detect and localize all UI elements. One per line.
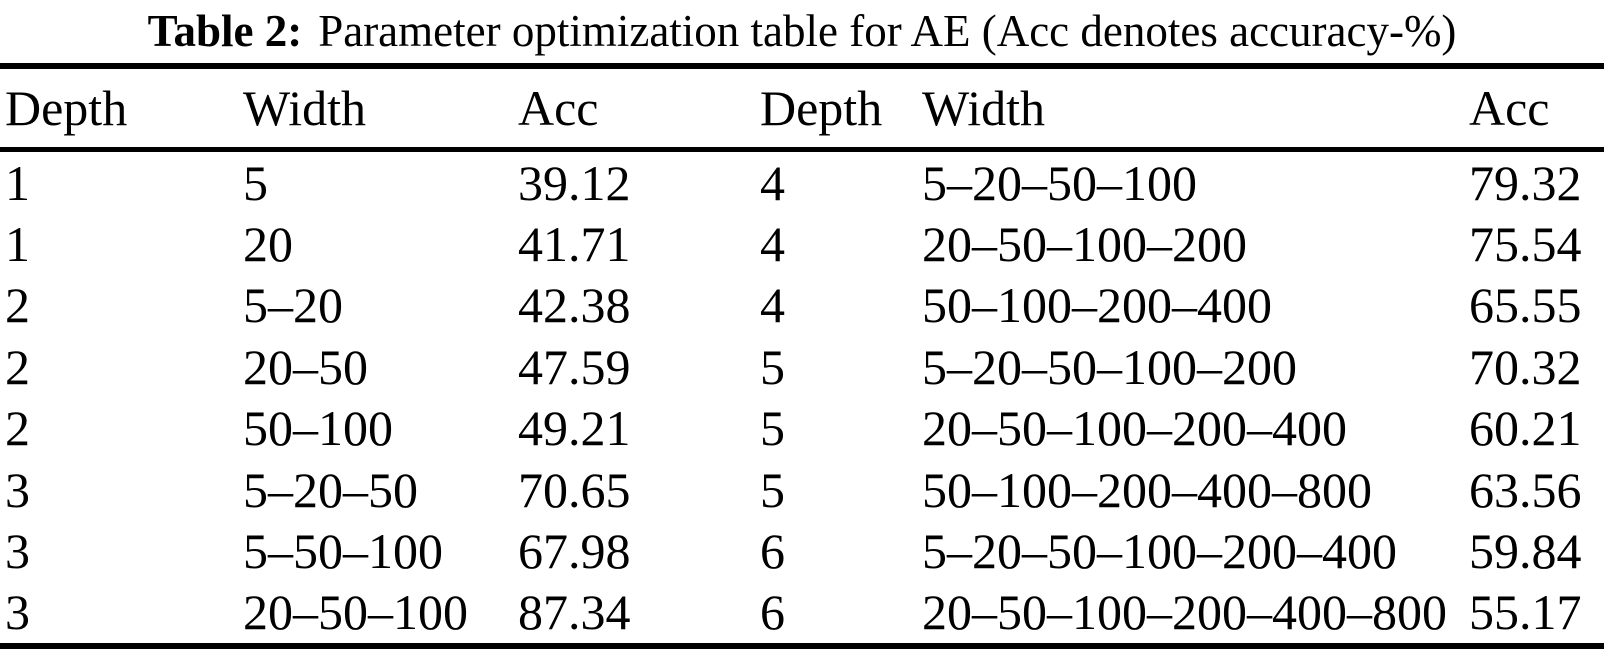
header-acc-right: Acc <box>1469 80 1550 136</box>
table-header-row: Depth Width Acc Depth Width Acc <box>0 69 1604 147</box>
depth-cell: 4 <box>760 154 785 211</box>
acc-cell: 55.17 <box>1469 584 1582 641</box>
width-cell: 50–100–200–400–800 <box>922 461 1372 518</box>
width-cell: 5–20–50–100–200–400 <box>922 522 1397 579</box>
width-cell: 5–20–50–100–200 <box>922 338 1297 395</box>
depth-cell: 1 <box>5 154 30 211</box>
table-row: 3 20–50–100 87.34 6 20–50–100–200–400–800 55.… <box>0 582 1604 643</box>
table-top-rule <box>0 63 1604 69</box>
acc-cell: 49.21 <box>518 400 631 457</box>
header-width-right: Width <box>922 80 1045 136</box>
acc-cell: 59.84 <box>1469 522 1582 579</box>
depth-cell: 5 <box>760 461 785 518</box>
acc-cell: 67.98 <box>518 522 631 579</box>
acc-cell: 63.56 <box>1469 461 1582 518</box>
table-body: 1 5 39.12 4 5–20–50–100 79.32 1 20 41.71 4 20–50–1… <box>0 152 1604 643</box>
depth-cell: 3 <box>5 461 30 518</box>
table-bottom-rule <box>0 643 1604 649</box>
acc-cell: 87.34 <box>518 584 631 641</box>
width-cell: 5–20–50–100 <box>922 154 1197 211</box>
width-cell: 5–50–100 <box>243 522 443 579</box>
acc-cell: 47.59 <box>518 338 631 395</box>
width-cell: 20–50–100 <box>243 584 468 641</box>
width-cell: 20–50–100–200 <box>922 216 1247 273</box>
acc-cell: 75.54 <box>1469 216 1582 273</box>
depth-cell: 6 <box>760 584 785 641</box>
depth-cell: 1 <box>5 216 30 273</box>
acc-cell: 70.32 <box>1469 338 1582 395</box>
depth-cell: 4 <box>760 216 785 273</box>
table-row: 2 5–20 42.38 4 50–100–200–400 65.55 <box>0 275 1604 336</box>
depth-cell: 5 <box>760 400 785 457</box>
acc-cell: 60.21 <box>1469 400 1582 457</box>
table-header-rule <box>0 147 1604 152</box>
table-row: 2 50–100 49.21 5 20–50–100–200–400 60.21 <box>0 398 1604 459</box>
width-cell: 5–20 <box>243 277 343 334</box>
table-caption-text: Parameter optimization table for AE (Acc… <box>318 6 1457 56</box>
header-width-left: Width <box>243 80 366 136</box>
acc-cell: 39.12 <box>518 154 631 211</box>
table-caption: Table 2: Parameter optimization table fo… <box>0 0 1604 62</box>
header-depth-right: Depth <box>760 80 883 136</box>
depth-cell: 3 <box>5 522 30 579</box>
table-row: 1 20 41.71 4 20–50–100–200 75.54 <box>0 213 1604 274</box>
width-cell: 5 <box>243 154 268 211</box>
width-cell: 5–20–50 <box>243 461 418 518</box>
header-acc-left: Acc <box>518 80 599 136</box>
table-row: 3 5–20–50 70.65 5 50–100–200–400–800 63.56 <box>0 459 1604 520</box>
header-depth-left: Depth <box>5 80 128 136</box>
width-cell: 50–100–200–400 <box>922 277 1272 334</box>
width-cell: 20–50–100–200–400 <box>922 400 1347 457</box>
depth-cell: 2 <box>5 277 30 334</box>
depth-cell: 4 <box>760 277 785 334</box>
depth-cell: 3 <box>5 584 30 641</box>
width-cell: 20–50 <box>243 338 368 395</box>
acc-cell: 79.32 <box>1469 154 1582 211</box>
table-row: 2 20–50 47.59 5 5–20–50–100–200 70.32 <box>0 336 1604 397</box>
acc-cell: 70.65 <box>518 461 631 518</box>
acc-cell: 42.38 <box>518 277 631 334</box>
depth-cell: 6 <box>760 522 785 579</box>
table-row: 3 5–50–100 67.98 6 5–20–50–100–200–400 59.84 <box>0 520 1604 581</box>
acc-cell: 41.71 <box>518 216 631 273</box>
table-row: 1 5 39.12 4 5–20–50–100 79.32 <box>0 152 1604 213</box>
table-caption-label: Table 2: <box>147 6 303 56</box>
width-cell: 20 <box>243 216 293 273</box>
depth-cell: 5 <box>760 338 785 395</box>
acc-cell: 65.55 <box>1469 277 1582 334</box>
depth-cell: 2 <box>5 400 30 457</box>
depth-cell: 2 <box>5 338 30 395</box>
width-cell: 50–100 <box>243 400 393 457</box>
width-cell: 20–50–100–200–400–800 <box>922 584 1447 641</box>
